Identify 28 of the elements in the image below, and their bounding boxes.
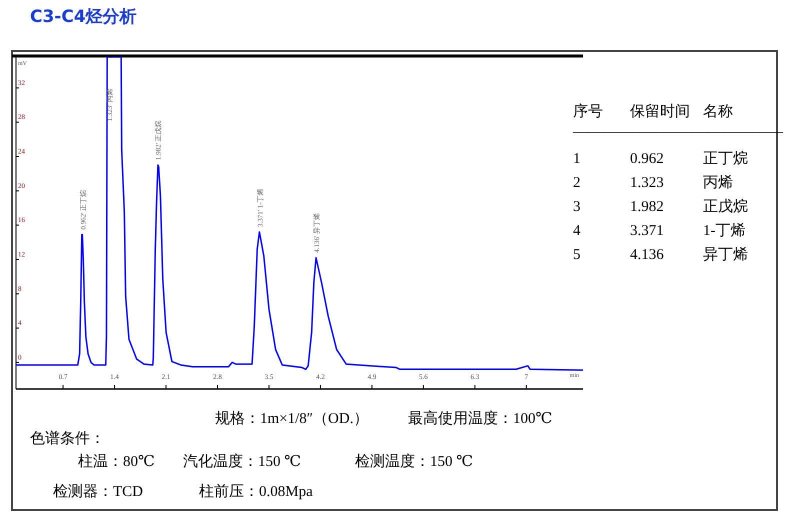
text: 丙烯	[703, 174, 733, 191]
annotation: 1	[573, 151, 580, 167]
text: 4.136	[630, 247, 664, 263]
text: 0.962	[630, 151, 664, 167]
text: 检测温度：150 ℃	[355, 453, 474, 470]
annotation: 4	[573, 223, 581, 239]
text: 名称	[703, 103, 733, 120]
text: 规格：1m×1/8″（OD.）	[215, 410, 368, 427]
text: 异丁烯	[703, 246, 748, 263]
text: 柱前压：0.08Mpa	[199, 483, 314, 500]
text: 汽化温度：150 ℃	[183, 453, 302, 470]
text: 最高使用温度：100℃	[408, 410, 552, 427]
text: 正戊烷	[703, 198, 748, 215]
text: 检测器：TCD	[53, 483, 144, 500]
text: 保留时间	[630, 103, 690, 120]
annotation: 5	[573, 247, 580, 263]
text: 柱温：80℃	[78, 453, 155, 470]
chart-title: C3-C4烃分析	[30, 7, 137, 27]
annotation: 3	[573, 199, 580, 215]
annotation: ——————————————	[572, 124, 784, 140]
text: 正丁烷	[703, 150, 748, 167]
text: 1-丁烯	[703, 222, 746, 239]
text: 3.371	[630, 223, 664, 239]
text: 1.982	[630, 199, 664, 215]
annotation: 2	[573, 175, 580, 191]
text: 1.323	[630, 175, 664, 191]
annotation: 序号	[573, 103, 603, 120]
text: 色谱条件：	[30, 430, 105, 447]
